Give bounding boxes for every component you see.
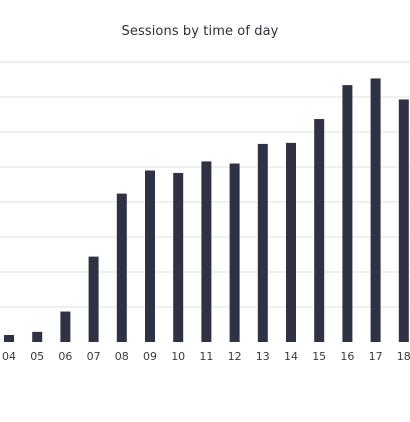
x-tick-label: 16	[340, 350, 354, 363]
bar-04	[4, 335, 14, 342]
x-tick-label: 14	[284, 350, 298, 363]
bar-15	[314, 119, 325, 342]
x-tick-label: 12	[228, 350, 242, 363]
x-tick-labels: 04 05 06 07 08 09 10 11 12 13 14 15 16 17 18	[2, 350, 410, 363]
bar-09	[145, 170, 155, 342]
bar-11	[201, 161, 212, 342]
bar-18	[398, 99, 409, 342]
bars	[4, 78, 409, 342]
bar-12	[229, 163, 240, 342]
x-tick-label: 09	[143, 350, 157, 363]
x-tick-label: 04	[2, 350, 16, 363]
bar-07	[88, 256, 99, 342]
x-tick-label: 10	[171, 350, 185, 363]
bar-05	[32, 331, 43, 342]
bar-17	[370, 78, 381, 342]
x-tick-label: 13	[256, 350, 270, 363]
x-tick-label: 05	[30, 350, 44, 363]
bar-10	[173, 172, 184, 342]
bar-08	[116, 193, 127, 342]
bar-16	[342, 85, 353, 342]
bar-14	[286, 142, 296, 342]
x-tick-label: 17	[369, 350, 383, 363]
x-tick-label: 18	[397, 350, 410, 363]
bar-13	[257, 143, 268, 342]
x-tick-label: 15	[312, 350, 326, 363]
x-tick-label: 07	[87, 350, 101, 363]
x-tick-label: 06	[58, 350, 72, 363]
bar-06	[60, 311, 71, 342]
x-tick-label: 11	[199, 350, 213, 363]
x-tick-label: 08	[115, 350, 129, 363]
chart-title: Sessions by time of day	[121, 24, 279, 39]
